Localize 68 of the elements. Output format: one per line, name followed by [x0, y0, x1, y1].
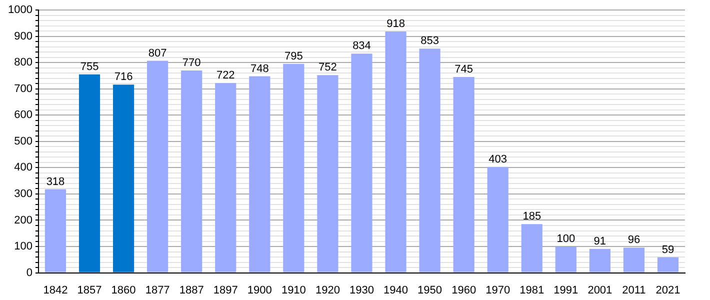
data-label: 59: [662, 244, 674, 256]
bar: [249, 76, 270, 272]
x-tick-label: 1920: [315, 284, 340, 296]
bar: [419, 48, 440, 272]
x-tick-label: 1991: [554, 284, 578, 296]
x-tick-label: 1930: [349, 284, 374, 296]
y-tick-label: 900: [14, 30, 32, 42]
bar: [181, 70, 202, 272]
bar: [351, 54, 372, 272]
x-tick-label: 1970: [486, 284, 510, 296]
bar: [589, 248, 610, 272]
bar: [112, 84, 134, 272]
y-tick-label: 100: [14, 240, 32, 253]
data-label: 748: [250, 62, 269, 75]
bar: [283, 64, 304, 272]
data-label: 834: [352, 40, 371, 52]
x-tick-label: 1897: [213, 284, 238, 296]
x-tick-label: 1857: [77, 284, 102, 296]
data-label: 745: [454, 64, 473, 76]
x-tick-label: 1910: [281, 284, 306, 296]
bar: [453, 77, 474, 272]
data-label: 853: [420, 35, 439, 48]
bar: [78, 74, 100, 272]
data-label: 770: [182, 56, 201, 69]
x-tick-label: 1981: [520, 284, 544, 296]
y-tick-label: 200: [14, 214, 32, 226]
bar: [555, 246, 576, 272]
data-label: 795: [284, 50, 303, 62]
data-label: 807: [148, 47, 167, 60]
y-tick-label: 400: [14, 162, 32, 174]
bar: [521, 224, 542, 272]
data-label: 91: [594, 235, 606, 248]
x-tick-label: 2001: [588, 284, 612, 296]
data-label: 403: [488, 153, 508, 166]
x-tick-label: 2011: [622, 284, 646, 296]
x-tick-label: 1877: [145, 284, 170, 296]
bar: [657, 257, 679, 272]
x-tick-label: 1960: [452, 284, 476, 296]
data-label: 96: [628, 234, 640, 246]
x-tick-label: 1940: [384, 284, 408, 296]
x-tick-label: 1950: [418, 284, 442, 296]
x-tick-label: 1860: [111, 284, 136, 296]
data-label: 752: [318, 62, 337, 74]
bar: [385, 32, 406, 272]
y-tick-label: 600: [14, 109, 32, 122]
data-label: 185: [522, 210, 542, 223]
y-tick-label: 0: [26, 266, 32, 279]
data-label: 100: [556, 233, 576, 246]
x-tick-label: 1842: [43, 284, 68, 296]
data-label: 755: [80, 60, 99, 73]
y-tick-label: 300: [14, 188, 32, 200]
bar: [623, 248, 645, 272]
bar: [317, 75, 338, 272]
bar: [44, 189, 66, 272]
y-tick-label: 800: [14, 56, 32, 69]
x-tick-label: 1887: [179, 284, 204, 296]
bar: [487, 166, 508, 272]
bar: [215, 83, 236, 272]
bar: [147, 60, 168, 272]
x-tick-label: 2021: [656, 284, 680, 296]
y-tick-label: 500: [14, 135, 32, 148]
x-tick-label: 1900: [247, 284, 272, 296]
data-label: 918: [386, 18, 405, 30]
y-tick-label: 700: [14, 82, 32, 95]
data-label: 716: [114, 71, 133, 84]
y-tick-label: 1000: [8, 4, 32, 16]
data-label: 722: [216, 70, 235, 82]
data-label: 318: [46, 176, 65, 188]
